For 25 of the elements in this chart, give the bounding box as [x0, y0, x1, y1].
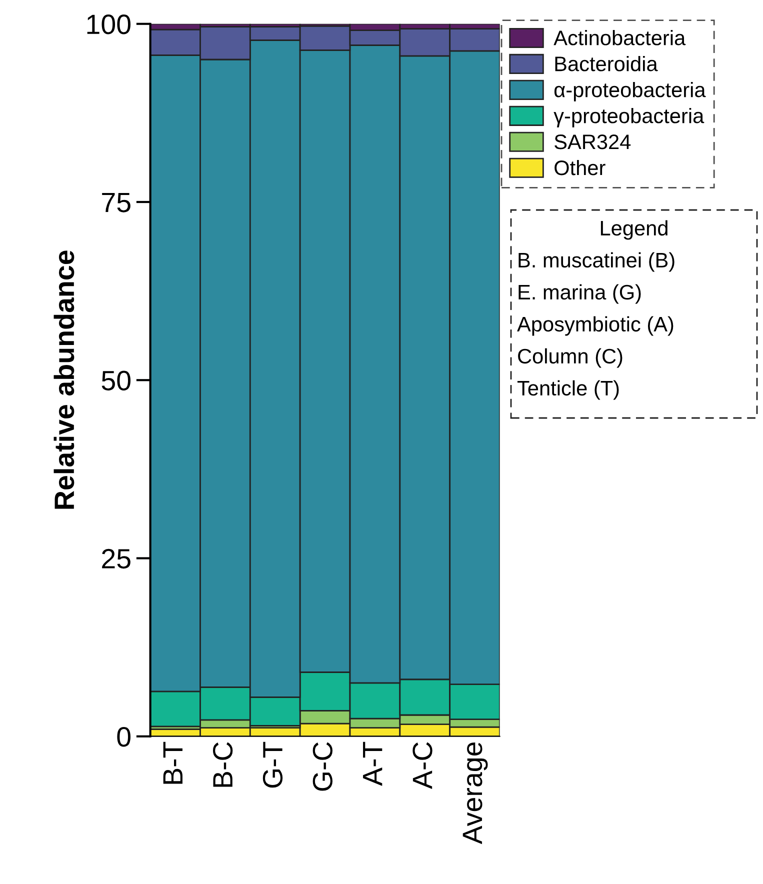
text: Tenticle (T)	[517, 380, 619, 400]
y-tick-label: 75	[102, 192, 130, 212]
text: Column (C)	[518, 348, 622, 368]
x-tick-label: Average	[462, 742, 488, 844]
x-tick-label: G-T	[262, 742, 283, 788]
legend-label: α-proteobacteria	[554, 82, 706, 102]
x-tick-label: A-C	[412, 742, 432, 790]
x-tick-label: B-C	[212, 742, 233, 787]
y-tick-label: 100	[87, 14, 130, 34]
y-tick-label: 0	[117, 727, 130, 747]
text: Aposymbiotic (A)	[517, 316, 674, 336]
legend-label: Actinobacteria	[554, 30, 686, 46]
legend-label: Other	[554, 160, 606, 176]
x-tick-label: G-C	[312, 742, 332, 791]
text: B. muscatinei (B)	[518, 252, 674, 272]
y-tick-label: 25	[102, 548, 130, 569]
legend-label: SAR324	[554, 134, 631, 150]
x-tick-label: A-T	[363, 742, 382, 786]
text: E. marina (G)	[518, 284, 641, 304]
y-axis-title: Relative abundance	[54, 250, 74, 509]
legend-label: γ-proteobacteria	[554, 108, 704, 128]
legend-label: Bacteroidia	[555, 56, 658, 72]
text: Legend	[600, 220, 668, 240]
y-tick-label: 50	[102, 370, 130, 390]
x-tick-label: B-T	[163, 742, 182, 784]
